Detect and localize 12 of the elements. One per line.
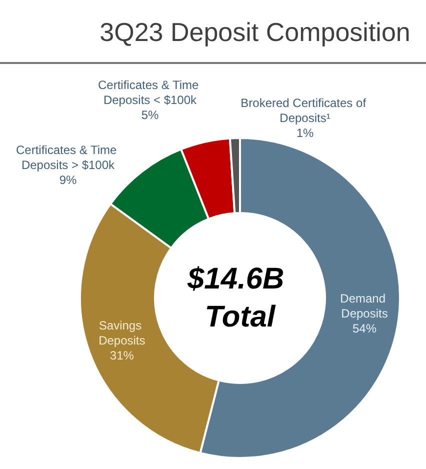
data-label: 31% <box>110 348 134 363</box>
slice-label: Savings Deposits <box>98 318 146 348</box>
text: $14.6B Total <box>186 262 293 334</box>
data-label: 54% <box>352 322 377 336</box>
data-label: 9% <box>59 173 77 187</box>
slice-label: Demand Deposits <box>340 292 389 321</box>
slice-label: Certificates & Time Deposits < $100k <box>98 78 202 107</box>
chart-title: 3Q23 Deposit Composition <box>100 17 410 47</box>
data-label: 5% <box>141 108 159 122</box>
data-label: 1% <box>296 126 314 140</box>
slice-label: Brokered Certificates of Deposits¹ <box>240 96 370 125</box>
slice-label: Certificates & Time Deposits > $100k <box>16 143 120 172</box>
